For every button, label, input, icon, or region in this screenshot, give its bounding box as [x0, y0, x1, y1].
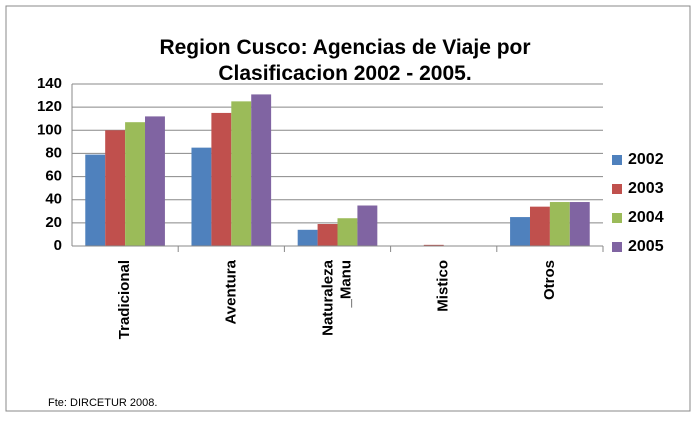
- bar: [529, 206, 550, 246]
- bar: [105, 130, 126, 246]
- x-tick-label: Aventura: [222, 259, 239, 324]
- bar: [337, 218, 358, 246]
- bar: [231, 101, 252, 246]
- y-tick-label: 100: [37, 121, 62, 138]
- y-tick-label: 60: [45, 168, 62, 185]
- bar: [549, 202, 570, 246]
- source-note: Fte: DIRCETUR 2008.: [48, 397, 157, 409]
- bar: [569, 202, 590, 246]
- bar: [297, 229, 318, 246]
- bar: [317, 224, 338, 246]
- bar: [211, 112, 232, 246]
- y-tick-label: 140: [37, 75, 62, 92]
- legend-swatch: [612, 184, 622, 194]
- bar: [423, 244, 444, 246]
- x-tick-label: Naturaleza_Manu: [319, 259, 354, 336]
- bar: [357, 205, 378, 246]
- chart-title: Region Cusco: Agencias de Viaje por Clasi…: [159, 36, 530, 85]
- y-tick-label: 120: [37, 98, 62, 115]
- legend-swatch: [612, 213, 622, 223]
- bar: [510, 217, 530, 246]
- legend-swatch: [612, 242, 622, 252]
- bar: [125, 122, 146, 246]
- legend-swatch: [612, 155, 622, 165]
- y-tick-label: 0: [54, 237, 62, 254]
- x-tick-label: Mistico: [435, 260, 452, 312]
- x-tick-label: Tradicional: [116, 260, 133, 339]
- legend-label: 2002: [628, 151, 664, 168]
- y-tick-label: 80: [45, 144, 62, 161]
- legend-label: 2005: [628, 238, 664, 255]
- y-tick-label: 40: [45, 191, 62, 208]
- bar: [191, 147, 212, 246]
- y-tick-label: 20: [45, 214, 62, 231]
- bar: [145, 116, 165, 247]
- bar: [251, 94, 272, 247]
- x-tick-label: Otros: [541, 260, 558, 300]
- bar: [85, 154, 106, 246]
- legend-label: 2003: [628, 180, 664, 197]
- legend-label: 2004: [628, 209, 664, 226]
